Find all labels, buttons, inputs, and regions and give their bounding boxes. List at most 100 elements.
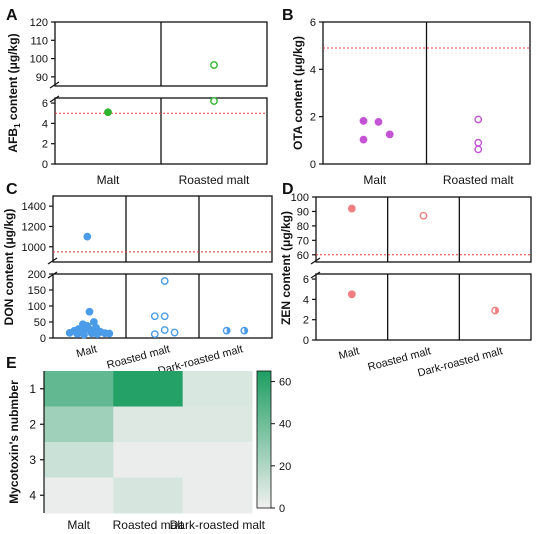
- data-point: [474, 145, 483, 154]
- axis-break-mark: [49, 95, 60, 103]
- panel-letter-a: A: [6, 7, 18, 24]
- y-tick-label: 90: [297, 206, 309, 218]
- y-tick-label: 2: [303, 315, 309, 327]
- x-tick-label: Malt: [337, 345, 360, 362]
- x-tick-label: Roasted malt: [179, 173, 250, 187]
- data-point: [160, 277, 169, 285]
- y-tick-label: 0: [40, 333, 46, 345]
- y-tick-label: 4: [310, 64, 316, 76]
- data-point: [93, 330, 102, 339]
- data-point: [73, 329, 82, 338]
- heatmap-cell: [113, 371, 184, 407]
- x-tick-label: Malt: [97, 173, 120, 187]
- data-point: [210, 61, 218, 69]
- heatmap-cell: [182, 406, 253, 443]
- heatmap-cell: [182, 442, 253, 478]
- colorbar: [256, 370, 272, 509]
- heatmap-cell: [44, 371, 114, 407]
- panel-a: 0 2 4 6 90 100 110 120 Malt Roasted malt AFB1 cont…: [6, 17, 268, 187]
- y-tick-label: 200: [28, 269, 46, 281]
- y-tick-label: 1000: [22, 242, 46, 254]
- y-tick-label: 2: [310, 112, 316, 124]
- y-tick-label: 1400: [22, 201, 46, 213]
- axis-break-mark: [310, 257, 321, 265]
- data-point: [80, 330, 88, 339]
- y-tick-label: 4: [303, 294, 309, 306]
- y-axis-title: AFB1 content (μg/kg): [6, 33, 22, 152]
- data-point: [65, 328, 74, 337]
- colorbar-tick-label: 20: [279, 461, 291, 473]
- y-tick-label: 0: [310, 159, 316, 171]
- y-tick-label: 1: [29, 382, 36, 396]
- data-point: [160, 312, 169, 321]
- colorbar-tick-label: 0: [279, 503, 285, 515]
- panel-letter-e: E: [6, 355, 17, 372]
- y-tick-label: 80: [297, 221, 309, 233]
- axis-break-mark: [49, 81, 60, 89]
- data-point: [210, 97, 218, 105]
- y-tick-label: 120: [30, 17, 48, 29]
- x-tick-label: Roasted malt: [113, 518, 184, 532]
- panel-b: 0 2 4 6 Malt Roasted malt OTA content (μg/kg): [291, 17, 531, 187]
- axis-break-mark: [47, 257, 58, 265]
- data-point: [474, 138, 483, 147]
- heatmap-cell: [182, 371, 253, 407]
- x-tick-label: Malt: [363, 173, 386, 187]
- y-tick-label: 6: [310, 17, 316, 29]
- data-point: [170, 328, 179, 337]
- data-point: [85, 307, 94, 316]
- y-tick-label: 60: [297, 250, 309, 262]
- data-point: [474, 115, 483, 124]
- y-tick-label: 50: [34, 317, 46, 329]
- y-tick-label: 4: [29, 488, 36, 502]
- heatmap-cell: [113, 442, 184, 478]
- y-tick-label: 100: [291, 192, 309, 204]
- y-tick-label: 90: [36, 72, 48, 84]
- y-tick-label: 6: [303, 274, 309, 286]
- y-axis-title: OTA content (μg/kg): [291, 36, 305, 150]
- data-point: [419, 211, 428, 220]
- y-tick-label: 100: [30, 54, 48, 66]
- data-point: [150, 312, 159, 321]
- data-point: [105, 329, 114, 338]
- axis-break-mark: [310, 271, 321, 279]
- heatmap-cell: [44, 477, 114, 514]
- y-tick-label: 150: [28, 285, 46, 297]
- heatmap-cell: [113, 406, 184, 443]
- heatmap-cell: [113, 477, 184, 514]
- y-tick-label: 1200: [22, 221, 46, 233]
- panel-letter-d: D: [282, 181, 294, 198]
- y-axis-title: Mycotoxin's nubmber: [7, 380, 21, 504]
- data-point-half-fill: [244, 327, 248, 334]
- x-tick-label: Dark-roasted malt: [170, 518, 266, 532]
- y-tick-label: 2: [29, 417, 36, 431]
- x-tick-label: Malt: [67, 518, 90, 532]
- heatmap-cell: [44, 442, 114, 478]
- x-tick-label: Malt: [75, 343, 98, 360]
- heatmap-cell: [182, 477, 253, 514]
- data-point: [150, 330, 159, 339]
- data-point: [385, 130, 394, 139]
- axis-break-mark: [47, 271, 58, 279]
- data-point: [104, 108, 112, 117]
- y-tick-label: 3: [29, 453, 36, 467]
- y-tick-label: 6: [42, 98, 48, 110]
- data-point-half-fill: [495, 307, 499, 314]
- data-point: [347, 290, 356, 299]
- data-point: [374, 117, 383, 126]
- y-tick-label: 110: [30, 35, 48, 47]
- data-point: [160, 326, 169, 334]
- data-point: [347, 204, 356, 213]
- data-point: [83, 232, 92, 241]
- heatmap-cell: [44, 406, 114, 443]
- plot-frame-upper: [52, 195, 273, 263]
- plot-frame-lower: [315, 273, 532, 341]
- y-tick-label: 70: [297, 235, 309, 247]
- x-tick-label: Roasted malt: [443, 173, 514, 187]
- y-tick-label: 2: [42, 139, 48, 151]
- y-tick-label: 0: [42, 159, 48, 171]
